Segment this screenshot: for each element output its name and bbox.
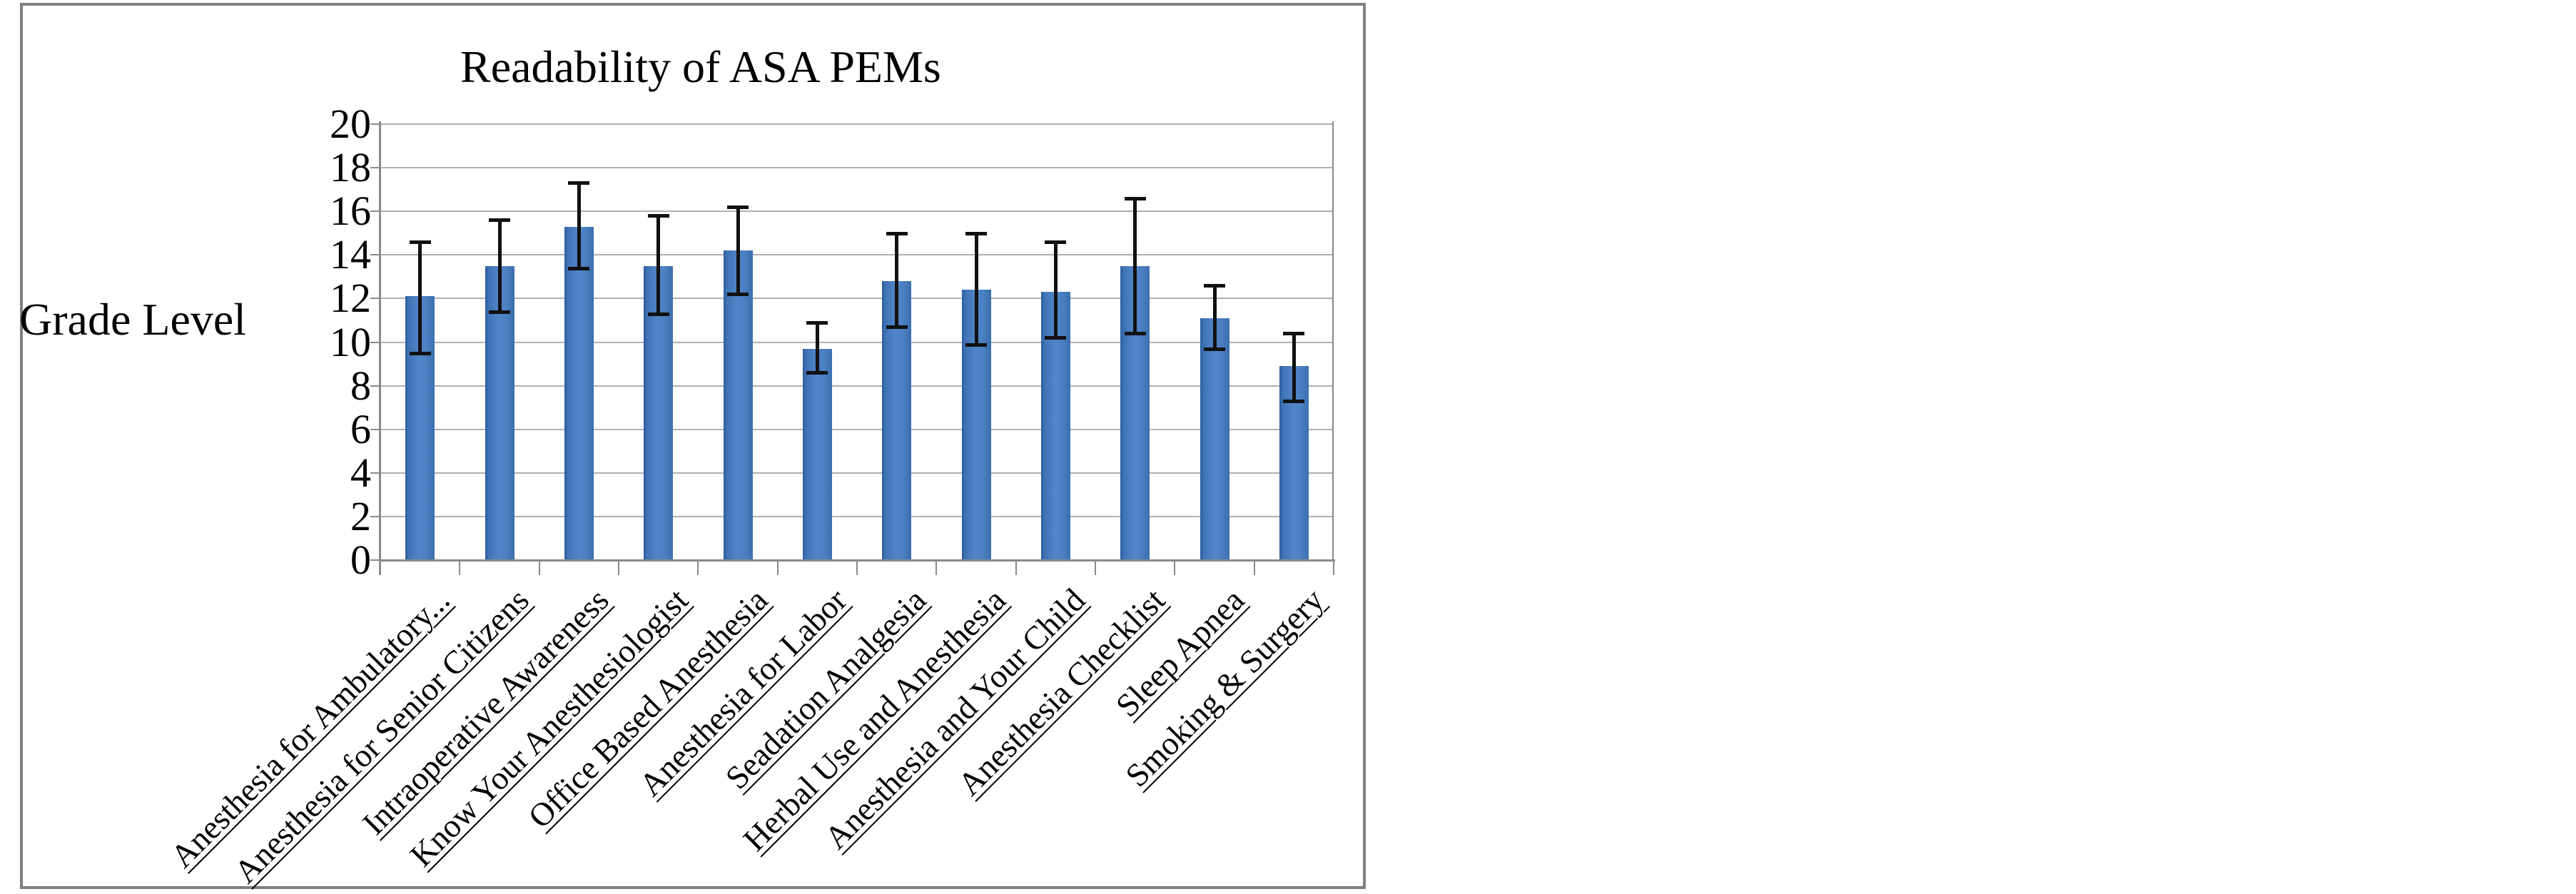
gridline-12 bbox=[380, 298, 1334, 300]
y-tick-mark-8 bbox=[370, 385, 380, 387]
error-bar-cap-bottom-9 bbox=[1124, 332, 1146, 336]
y-tick-label-0: 0 bbox=[350, 537, 371, 583]
error-bar-cap-bottom-4 bbox=[727, 293, 749, 297]
error-bar-cap-top-6 bbox=[886, 231, 908, 235]
x-tick-mark-7 bbox=[935, 560, 938, 575]
y-tick-label-12: 12 bbox=[330, 275, 371, 322]
error-bar-cap-top-0 bbox=[409, 240, 431, 244]
error-bar-cap-top-10 bbox=[1204, 284, 1225, 288]
x-tick-mark-2 bbox=[538, 560, 540, 575]
bar-5 bbox=[802, 348, 832, 560]
gridline-18 bbox=[380, 167, 1334, 169]
y-tick-mark-2 bbox=[370, 515, 380, 517]
error-bar-line-7 bbox=[974, 233, 978, 345]
error-bar-line-3 bbox=[656, 215, 661, 314]
gridline-6 bbox=[380, 428, 1334, 430]
error-bar-cap-bottom-5 bbox=[806, 371, 828, 375]
error-bar-cap-bottom-8 bbox=[1045, 336, 1067, 340]
x-tick-mark-11 bbox=[1253, 560, 1255, 575]
x-tick-mark-10 bbox=[1174, 560, 1176, 575]
y-tick-label-2: 2 bbox=[350, 492, 371, 539]
gridline-16 bbox=[380, 210, 1334, 213]
error-bar-cap-top-2 bbox=[568, 181, 590, 186]
error-bar-cap-bottom-7 bbox=[965, 342, 987, 347]
bar-10 bbox=[1200, 318, 1229, 560]
y-tick-mark-4 bbox=[370, 472, 380, 474]
y-tick-mark-14 bbox=[370, 254, 380, 256]
y-tick-mark-10 bbox=[370, 341, 380, 343]
x-tick-mark-4 bbox=[697, 560, 699, 575]
chart-title: Readability of ASA PEMs bbox=[460, 41, 941, 92]
bar-1 bbox=[485, 265, 514, 560]
error-bar-line-10 bbox=[1212, 285, 1217, 349]
error-bar-cap-top-7 bbox=[965, 231, 987, 235]
y-tick-label-20: 20 bbox=[330, 101, 371, 147]
x-tick-mark-5 bbox=[776, 560, 779, 575]
x-tick-mark-3 bbox=[618, 560, 619, 575]
error-bar-cap-top-5 bbox=[806, 321, 828, 325]
x-tick-mark-8 bbox=[1015, 560, 1017, 575]
plot-right-border bbox=[1332, 121, 1334, 561]
y-tick-mark-12 bbox=[370, 298, 380, 300]
error-bar-line-1 bbox=[497, 220, 502, 312]
y-tick-mark-16 bbox=[370, 210, 380, 213]
error-bar-line-5 bbox=[815, 322, 819, 373]
error-bar-cap-top-1 bbox=[489, 218, 510, 223]
y-axis-line bbox=[379, 121, 381, 575]
gridline-10 bbox=[380, 341, 1334, 343]
x-tick-mark-12 bbox=[1333, 560, 1334, 575]
error-bar-cap-bottom-6 bbox=[886, 325, 908, 330]
error-bar-cap-top-4 bbox=[727, 205, 749, 210]
gridline-2 bbox=[380, 515, 1334, 517]
y-tick-label-16: 16 bbox=[330, 188, 371, 235]
error-bar-line-4 bbox=[736, 207, 740, 295]
gridline-20 bbox=[380, 123, 1334, 125]
x-tick-mark-6 bbox=[856, 560, 858, 575]
x-tick-mark-1 bbox=[459, 560, 461, 575]
error-bar-cap-bottom-0 bbox=[409, 351, 431, 355]
y-tick-label-18: 18 bbox=[330, 144, 371, 191]
error-bar-cap-bottom-11 bbox=[1283, 399, 1305, 403]
error-bar-line-11 bbox=[1292, 333, 1296, 401]
y-tick-label-10: 10 bbox=[330, 318, 371, 365]
y-tick-label-4: 4 bbox=[350, 449, 371, 496]
y-axis-title: Grade Level bbox=[19, 294, 247, 345]
error-bar-line-2 bbox=[577, 183, 581, 268]
gridline-4 bbox=[380, 472, 1334, 474]
error-bar-line-8 bbox=[1053, 241, 1058, 338]
y-tick-mark-20 bbox=[370, 123, 380, 125]
y-tick-label-8: 8 bbox=[350, 362, 371, 409]
error-bar-cap-top-9 bbox=[1124, 196, 1146, 200]
x-tick-mark-9 bbox=[1095, 560, 1096, 575]
error-bar-cap-bottom-1 bbox=[489, 310, 510, 314]
error-bar-cap-top-11 bbox=[1283, 332, 1305, 336]
error-bar-cap-top-8 bbox=[1045, 240, 1067, 244]
gridline-14 bbox=[380, 254, 1334, 256]
error-bar-line-6 bbox=[895, 233, 899, 327]
y-tick-label-6: 6 bbox=[350, 405, 371, 452]
error-bar-line-9 bbox=[1133, 198, 1137, 334]
error-bar-cap-bottom-10 bbox=[1204, 347, 1225, 351]
bar-4 bbox=[723, 250, 753, 560]
error-bar-cap-bottom-2 bbox=[568, 266, 590, 270]
y-tick-mark-18 bbox=[370, 167, 380, 169]
error-bar-cap-bottom-3 bbox=[647, 312, 669, 316]
bar-2 bbox=[564, 226, 594, 560]
error-bar-cap-top-3 bbox=[647, 214, 669, 218]
y-tick-mark-0 bbox=[370, 559, 380, 561]
error-bar-line-0 bbox=[418, 241, 422, 353]
y-tick-label-14: 14 bbox=[330, 231, 371, 278]
gridline-8 bbox=[380, 385, 1334, 387]
x-axis-line bbox=[379, 559, 1335, 562]
y-tick-mark-6 bbox=[370, 428, 380, 430]
